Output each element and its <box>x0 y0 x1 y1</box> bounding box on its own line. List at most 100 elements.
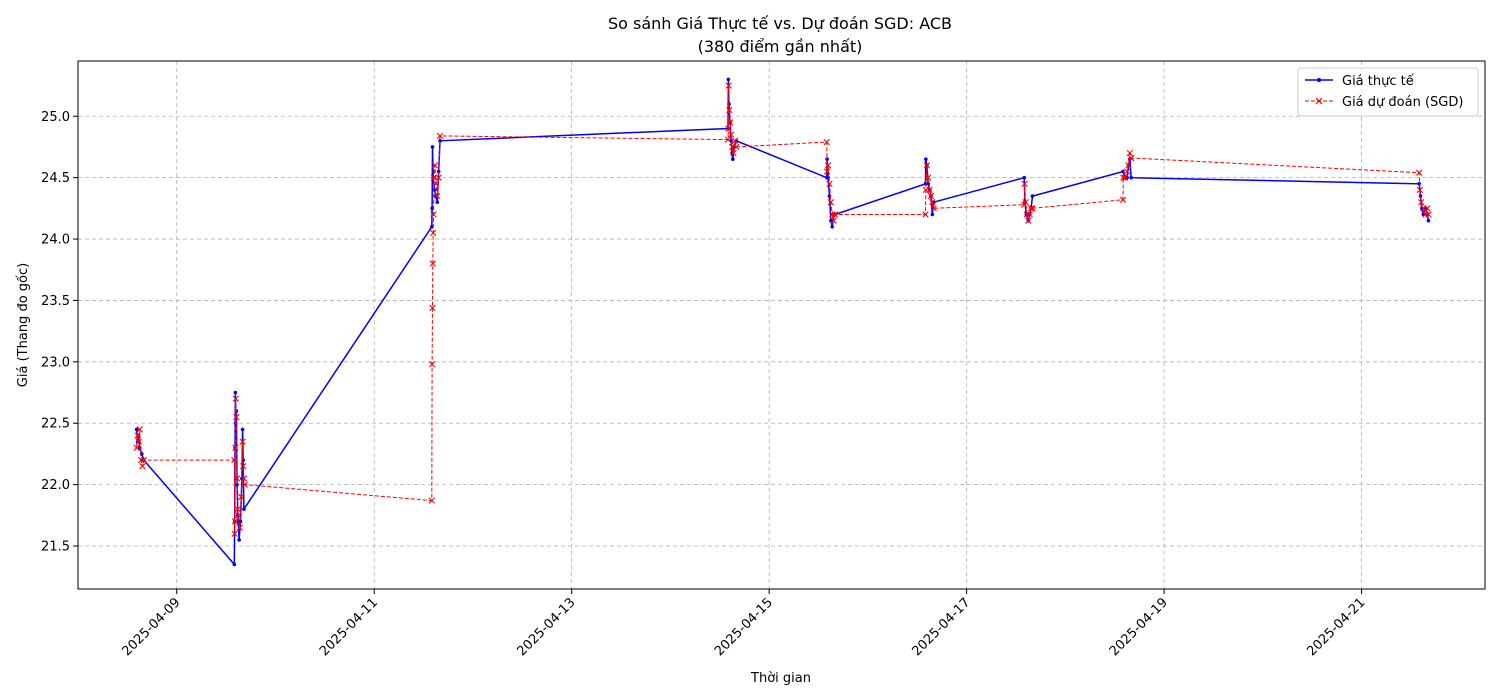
predicted-point <box>725 82 732 89</box>
actual-point <box>430 206 434 211</box>
actual-point <box>1121 169 1125 174</box>
predicted-point <box>239 438 246 445</box>
predicted-point <box>1029 205 1036 212</box>
predicted-point <box>240 475 248 482</box>
legend-predicted-label: Giá dự đoán (SGD) <box>1342 95 1463 110</box>
legend-actual-marker <box>1317 78 1321 82</box>
predicted-point <box>231 518 239 525</box>
predicted-point <box>726 106 733 114</box>
actual-point <box>1426 218 1431 223</box>
y-tick-label: 23.5 <box>41 294 70 309</box>
predicted-point <box>1128 154 1135 162</box>
predicted-point <box>232 395 239 402</box>
predicted-point <box>826 180 833 187</box>
actual-point <box>237 538 241 542</box>
predicted-point <box>137 456 145 464</box>
predicted-point <box>436 132 444 140</box>
predicted-point <box>1120 174 1127 181</box>
series-predicted <box>133 82 1432 537</box>
predicted-point <box>831 211 839 218</box>
actual-point <box>825 157 829 162</box>
actual-point <box>438 139 442 143</box>
y-tick-label: 25.0 <box>41 110 70 125</box>
actual-point <box>134 427 139 432</box>
predicted-point <box>930 205 937 212</box>
predicted-point <box>724 136 732 143</box>
predicted-point <box>238 493 245 501</box>
predicted-point <box>1121 174 1129 181</box>
predicted-point <box>1025 217 1032 224</box>
predicted-point <box>1119 196 1127 203</box>
predicted-point <box>1123 168 1131 175</box>
predicted-point <box>430 174 438 181</box>
x-axis-label: Thời gian <box>750 671 811 686</box>
predicted-point <box>823 168 831 175</box>
predicted-point <box>923 162 931 169</box>
predicted-point <box>823 138 830 146</box>
predicted-point <box>140 456 148 464</box>
predicted-point <box>435 174 442 181</box>
predicted-point <box>1125 162 1132 169</box>
chart-subtitle: (380 điểm gần nhất) <box>698 37 863 56</box>
predicted-point <box>830 217 837 224</box>
actual-point <box>726 77 731 82</box>
predicted-point <box>727 131 735 138</box>
y-tick-label: 22.0 <box>41 478 70 493</box>
predicted-point <box>134 432 141 439</box>
predicted-point <box>431 162 439 169</box>
actual-point <box>1022 175 1027 180</box>
actual-point <box>930 212 935 217</box>
actual-point <box>232 562 237 567</box>
predicted-point <box>136 426 143 433</box>
predicted-point <box>824 162 832 169</box>
chart-title: So sánh Giá Thực tế vs. Dự đoán SGD: ACB <box>608 14 952 33</box>
actual-point <box>430 145 435 149</box>
actual-point <box>924 157 928 162</box>
actual-point <box>430 224 434 229</box>
predicted-point <box>829 211 836 218</box>
predicted-point <box>827 199 835 206</box>
predicted-point <box>234 505 241 513</box>
predicted-point <box>133 444 140 451</box>
predicted-point <box>231 530 238 537</box>
actual-point <box>233 390 238 395</box>
legend-actual-label: Giá thực tế <box>1342 74 1414 89</box>
predicted-point <box>730 149 737 157</box>
actual-point <box>240 427 245 432</box>
predicted-point <box>1023 211 1031 218</box>
predicted-point <box>233 475 241 482</box>
y-tick-label: 22.5 <box>41 417 70 432</box>
legend: Giá thực tế Giá dự đoán (SGD) <box>1297 67 1479 117</box>
predicted-point <box>231 456 238 464</box>
predicted-point <box>429 304 436 311</box>
y-tick-label: 24.0 <box>41 233 70 248</box>
actual-point <box>731 157 735 162</box>
legend-predicted-marker <box>1315 97 1323 105</box>
predicted-point <box>240 463 247 470</box>
predicted-point <box>429 229 437 237</box>
predicted-point <box>925 174 932 181</box>
actual-point <box>830 224 835 229</box>
actual-point <box>435 200 440 205</box>
predicted-point <box>1424 205 1431 212</box>
predicted-point <box>432 180 440 187</box>
predicted-point <box>233 413 240 421</box>
actual-point <box>1030 194 1035 198</box>
predicted-point <box>1415 169 1423 176</box>
y-tick-label: 23.0 <box>41 355 70 370</box>
plot-frame <box>77 60 1486 590</box>
predicted-point <box>236 524 244 531</box>
predicted-point <box>232 444 239 451</box>
predicted-point <box>725 125 732 132</box>
grid-lines <box>78 61 1485 589</box>
actual-point <box>1129 175 1133 180</box>
predicted-point <box>733 143 740 151</box>
predicted-point <box>1416 186 1424 194</box>
y-tick-label: 24.5 <box>41 171 70 186</box>
predicted-point <box>235 512 242 519</box>
predicted-point <box>1026 211 1033 218</box>
predicted-point <box>428 361 436 368</box>
predicted-point <box>430 211 437 218</box>
y-axis-label: Giá (Thang đo gốc) <box>16 263 31 387</box>
